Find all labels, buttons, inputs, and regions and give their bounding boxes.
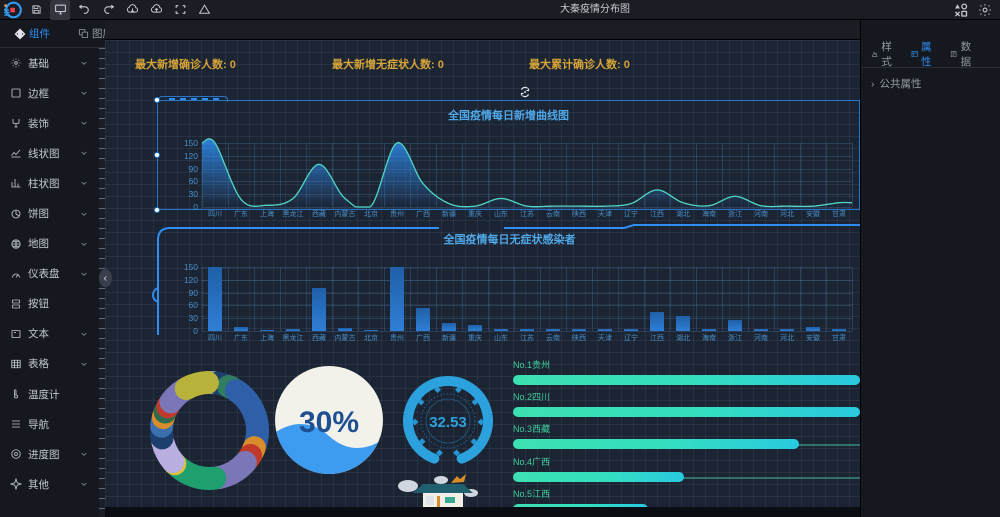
svg-text:32.53: 32.53 <box>429 414 467 431</box>
svg-text:30%: 30% <box>299 406 359 439</box>
